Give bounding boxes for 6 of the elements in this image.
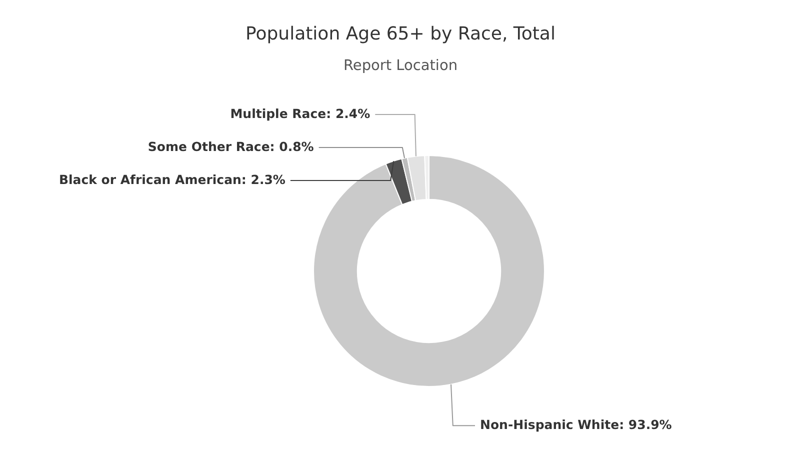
slice-label: Some Other Race: 0.8% <box>148 138 314 154</box>
chart-subtitle: Report Location <box>343 58 458 74</box>
chart-title: Population Age 65+ by Race, Total <box>246 24 556 45</box>
slice-label: Black or African American: 2.3% <box>58 172 286 187</box>
slice-label: Multiple Race: 2.4% <box>230 106 371 121</box>
slice-label: Non-Hispanic White: 93.9% <box>480 416 672 432</box>
